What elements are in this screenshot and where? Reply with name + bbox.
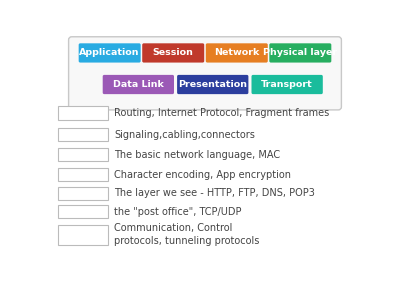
- Text: Signaling,cabling,connectors: Signaling,cabling,connectors: [114, 130, 255, 140]
- FancyBboxPatch shape: [58, 225, 108, 245]
- Text: Session: Session: [153, 48, 194, 57]
- Text: Presentation: Presentation: [178, 80, 247, 88]
- FancyBboxPatch shape: [58, 106, 108, 119]
- FancyBboxPatch shape: [69, 37, 342, 110]
- FancyBboxPatch shape: [103, 75, 174, 94]
- Text: Routing, Internet Protocol, Fragment frames: Routing, Internet Protocol, Fragment fra…: [114, 108, 330, 118]
- Text: Data Link: Data Link: [113, 80, 164, 88]
- FancyBboxPatch shape: [206, 43, 268, 63]
- Text: the "post office", TCP/UDP: the "post office", TCP/UDP: [114, 207, 242, 217]
- Text: The layer we see - HTTP, FTP, DNS, POP3: The layer we see - HTTP, FTP, DNS, POP3: [114, 188, 315, 198]
- FancyBboxPatch shape: [269, 43, 331, 63]
- Text: The basic network language, MAC: The basic network language, MAC: [114, 150, 280, 160]
- FancyBboxPatch shape: [58, 168, 108, 181]
- Text: Transport: Transport: [261, 80, 313, 88]
- Text: Character encoding, App encryption: Character encoding, App encryption: [114, 169, 291, 180]
- Text: Physical layer: Physical layer: [263, 48, 337, 57]
- Text: Application: Application: [80, 48, 140, 57]
- FancyBboxPatch shape: [58, 187, 108, 200]
- Text: Network: Network: [214, 48, 260, 57]
- Text: Communication, Control
protocols, tunneling protocols: Communication, Control protocols, tunnel…: [114, 223, 260, 246]
- FancyBboxPatch shape: [177, 75, 248, 94]
- FancyBboxPatch shape: [58, 205, 108, 218]
- FancyBboxPatch shape: [58, 128, 108, 141]
- FancyBboxPatch shape: [252, 75, 323, 94]
- FancyBboxPatch shape: [58, 148, 108, 161]
- FancyBboxPatch shape: [79, 43, 141, 63]
- FancyBboxPatch shape: [142, 43, 204, 63]
